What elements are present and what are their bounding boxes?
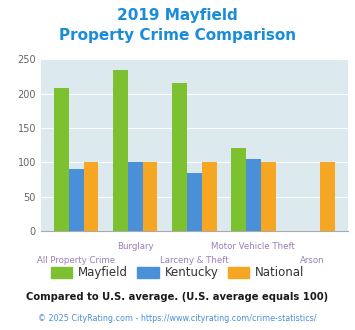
Text: Arson: Arson — [300, 256, 325, 265]
Bar — [113, 70, 128, 231]
Bar — [202, 162, 217, 231]
Bar — [84, 162, 98, 231]
Bar — [187, 173, 202, 231]
Bar — [231, 148, 246, 231]
Text: Property Crime Comparison: Property Crime Comparison — [59, 28, 296, 43]
Bar — [143, 162, 158, 231]
Text: Larceny & Theft: Larceny & Theft — [160, 256, 229, 265]
Text: All Property Crime: All Property Crime — [37, 256, 115, 265]
Legend: Mayfield, Kentucky, National: Mayfield, Kentucky, National — [46, 262, 309, 284]
Text: Burglary: Burglary — [117, 242, 154, 251]
Bar — [128, 162, 143, 231]
Bar — [69, 169, 84, 231]
Bar — [261, 162, 275, 231]
Bar — [246, 159, 261, 231]
Bar — [54, 88, 69, 231]
Text: Motor Vehicle Theft: Motor Vehicle Theft — [212, 242, 295, 251]
Text: 2019 Mayfield: 2019 Mayfield — [117, 8, 238, 23]
Text: © 2025 CityRating.com - https://www.cityrating.com/crime-statistics/: © 2025 CityRating.com - https://www.city… — [38, 314, 317, 323]
Bar — [320, 162, 335, 231]
Bar — [172, 83, 187, 231]
Text: Compared to U.S. average. (U.S. average equals 100): Compared to U.S. average. (U.S. average … — [26, 292, 329, 302]
